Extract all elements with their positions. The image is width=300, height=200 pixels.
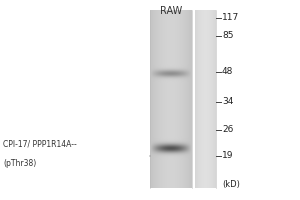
- Text: 34: 34: [222, 98, 233, 106]
- Text: RAW: RAW: [160, 6, 182, 16]
- Text: (pThr38): (pThr38): [3, 160, 36, 168]
- Text: (kD): (kD): [222, 180, 240, 189]
- Text: 26: 26: [222, 126, 233, 134]
- Text: 117: 117: [222, 14, 239, 22]
- Text: 48: 48: [222, 68, 233, 76]
- Text: 19: 19: [222, 152, 233, 160]
- Text: CPI-17/ PPP1R14A--: CPI-17/ PPP1R14A--: [3, 140, 77, 148]
- Text: 85: 85: [222, 31, 233, 40]
